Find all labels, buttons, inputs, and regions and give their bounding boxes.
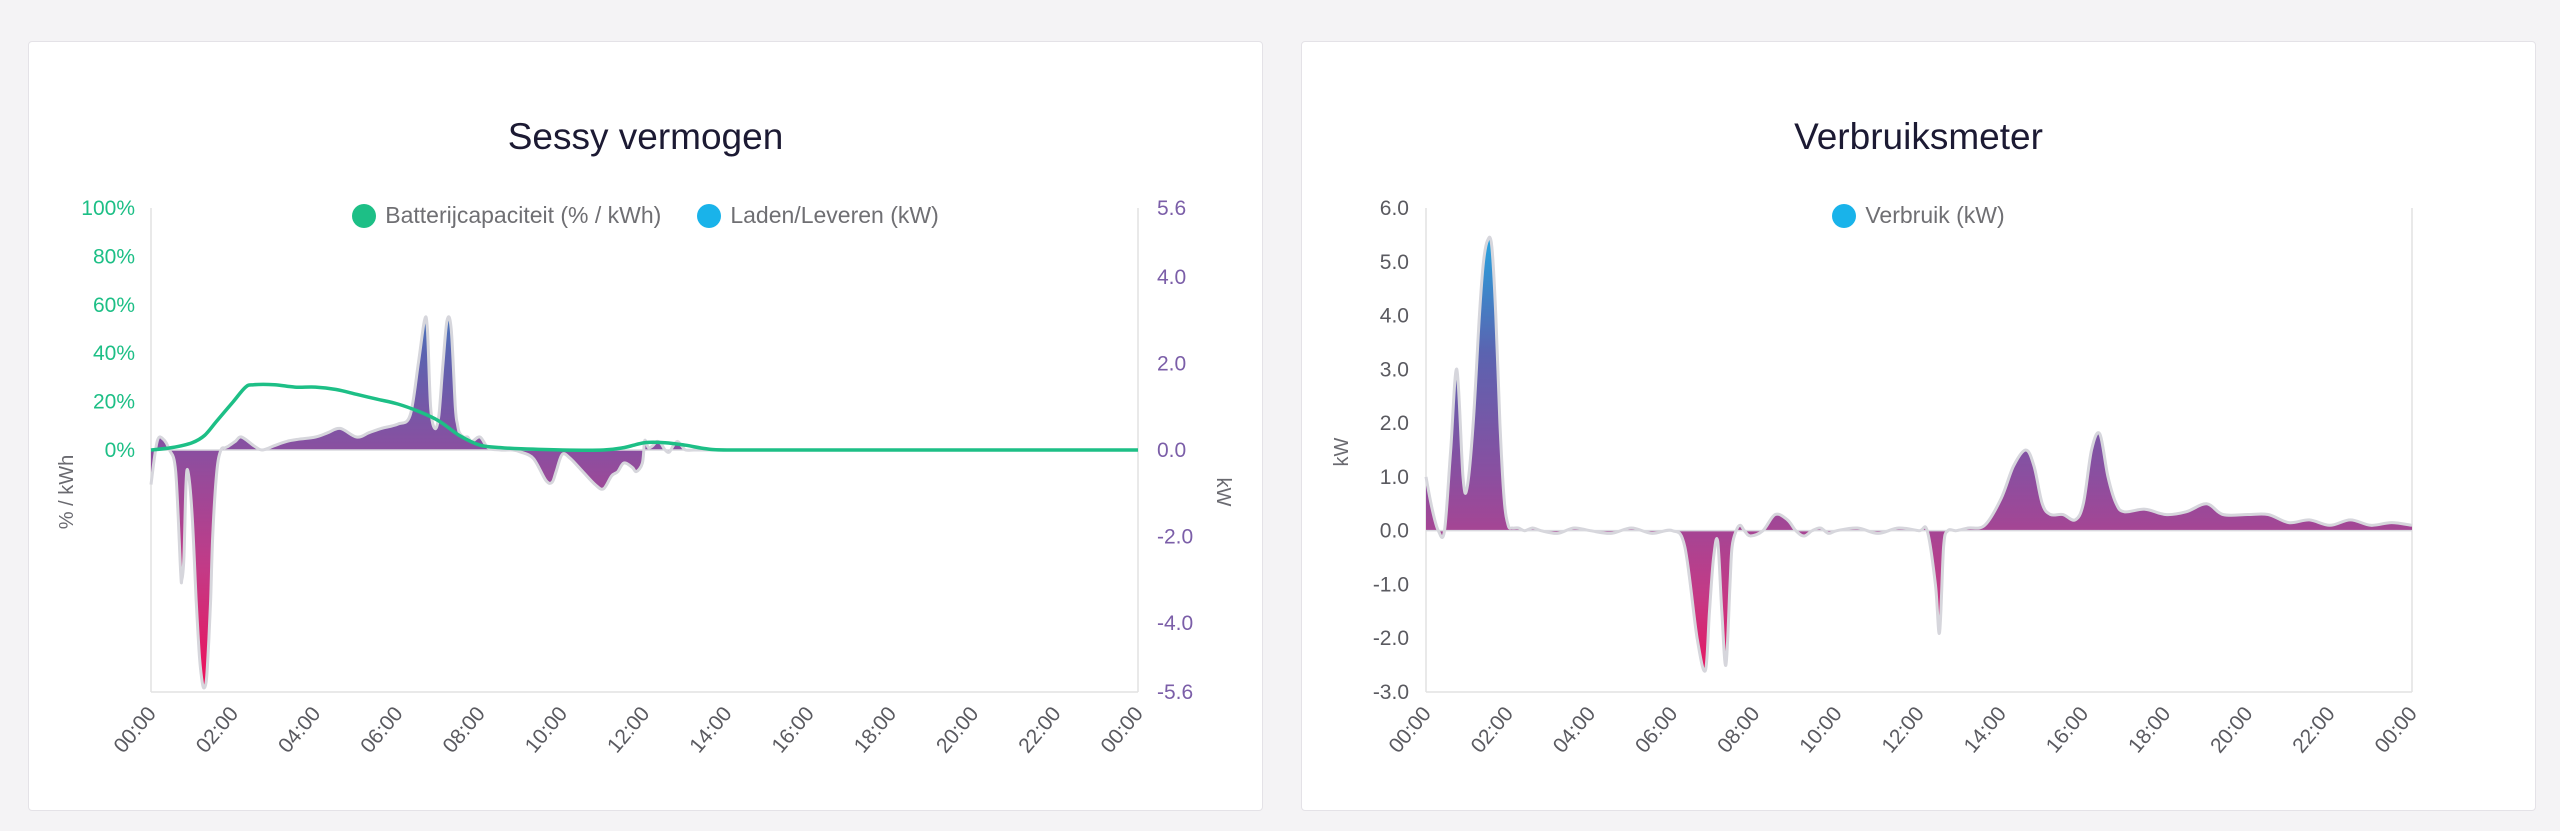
x-tick-label: 12:00 xyxy=(603,702,654,757)
y-right-tick-label: 5.6 xyxy=(1157,197,1186,220)
y-axis-title: kW xyxy=(1331,437,1353,466)
y-tick-label: -3.0 xyxy=(1373,681,1409,704)
y-left-tick-label: 0% xyxy=(105,439,135,462)
x-tick-label: 06:00 xyxy=(356,702,407,757)
y-right-tick-label: -4.0 xyxy=(1157,612,1193,635)
chart-legend: Batterijcapaciteit (% / kWh) Laden/Lever… xyxy=(29,202,1262,229)
x-tick-label: 18:00 xyxy=(850,702,901,757)
y-left-tick-label: 20% xyxy=(93,391,135,414)
x-tick-label: 00:00 xyxy=(1384,702,1435,757)
y-tick-label: -2.0 xyxy=(1373,627,1409,650)
x-tick-label: 20:00 xyxy=(2206,702,2257,757)
x-tick-label: 08:00 xyxy=(1713,702,1764,757)
legend-item-battery-capacity[interactable]: Batterijcapaciteit (% / kWh) xyxy=(352,202,661,229)
y-right-tick-label: 2.0 xyxy=(1157,353,1186,376)
sessy-power-card: Sessy vermogen Batterijcapaciteit (% / k… xyxy=(28,41,1263,811)
x-tick-label: 20:00 xyxy=(932,702,983,757)
legend-label: Batterijcapaciteit (% / kWh) xyxy=(385,202,662,228)
y-right-tick-label: -5.6 xyxy=(1157,681,1193,704)
y-left-tick-label: 60% xyxy=(93,294,135,317)
y-right-tick-label: 0.0 xyxy=(1157,439,1186,462)
x-tick-label: 00:00 xyxy=(1096,702,1147,757)
battery-capacity-line xyxy=(150,382,1138,452)
series-line xyxy=(149,315,1138,690)
legend-label: Laden/Leveren (kW) xyxy=(730,202,939,228)
x-tick-label: 16:00 xyxy=(767,702,818,757)
y-right-tick-label: 4.0 xyxy=(1157,266,1186,289)
y-tick-label: 6.0 xyxy=(1380,197,1409,220)
legend-dot-icon xyxy=(1832,203,1857,228)
y-tick-label: 5.0 xyxy=(1380,251,1409,274)
x-tick-label: 06:00 xyxy=(1631,702,1682,757)
x-tick-label: 10:00 xyxy=(521,702,572,757)
series-area xyxy=(151,316,1138,689)
y-tick-label: 0.0 xyxy=(1380,520,1409,543)
x-tick-label: 04:00 xyxy=(1549,702,1600,757)
x-tick-label: 12:00 xyxy=(1877,702,1928,757)
series-line xyxy=(1424,235,2413,673)
y-right-tick-label: -2.0 xyxy=(1157,525,1193,548)
legend-label: Verbruik (kW) xyxy=(1865,202,2005,228)
consumption-meter-chart: 00:00 02:00 04:00 06:00 08:00 10:00 12:00 14:00… xyxy=(1331,197,2422,757)
sessy-power-chart: 00:00 02:00 04:00 06:00 08:00 10:00 12:00 14:00… xyxy=(56,197,1234,757)
y-tick-label: 3.0 xyxy=(1380,358,1409,381)
x-tick-label: 14:00 xyxy=(1960,702,2011,757)
x-tick-label: 16:00 xyxy=(2042,702,2093,757)
y-left-axis-title: % / kWh xyxy=(56,455,78,529)
x-tick-label: 04:00 xyxy=(274,702,325,757)
chart-title: Sessy vermogen xyxy=(507,116,784,157)
x-tick-label: 22:00 xyxy=(2288,702,2339,757)
consumption-meter-card: Verbruiksmeter Verbruik (kW) 00:00 02:00 0… xyxy=(1301,41,2536,811)
legend-dot-icon xyxy=(697,203,722,228)
y-tick-label: -1.0 xyxy=(1373,573,1409,596)
chart-legend: Verbruik (kW) xyxy=(1302,202,2535,229)
y-left-tick-label: 40% xyxy=(93,342,135,365)
x-tick-label: 02:00 xyxy=(192,702,243,757)
x-tick-label: 10:00 xyxy=(1795,702,1846,757)
series-area xyxy=(1426,237,2412,672)
legend-item-consumption[interactable]: Verbruik (kW) xyxy=(1832,202,2005,229)
x-tick-label: 02:00 xyxy=(1467,702,1518,757)
x-tick-label: 18:00 xyxy=(2124,702,2175,757)
y-left-tick-label: 100% xyxy=(81,197,135,220)
y-left-tick-label: 80% xyxy=(93,245,135,268)
x-tick-label: 22:00 xyxy=(1014,702,1065,757)
y-right-axis-title: kW xyxy=(1212,478,1234,507)
x-tick-label: 08:00 xyxy=(438,702,489,757)
x-tick-label: 00:00 xyxy=(109,702,160,757)
legend-dot-icon xyxy=(352,203,377,228)
legend-item-charge-discharge[interactable]: Laden/Leveren (kW) xyxy=(697,202,939,229)
x-tick-label: 00:00 xyxy=(2370,702,2421,757)
y-tick-label: 1.0 xyxy=(1380,466,1409,489)
chart-title: Verbruiksmeter xyxy=(1794,116,2043,157)
y-tick-label: 2.0 xyxy=(1380,412,1409,435)
y-tick-label: 4.0 xyxy=(1380,305,1409,328)
x-tick-label: 14:00 xyxy=(685,702,736,757)
